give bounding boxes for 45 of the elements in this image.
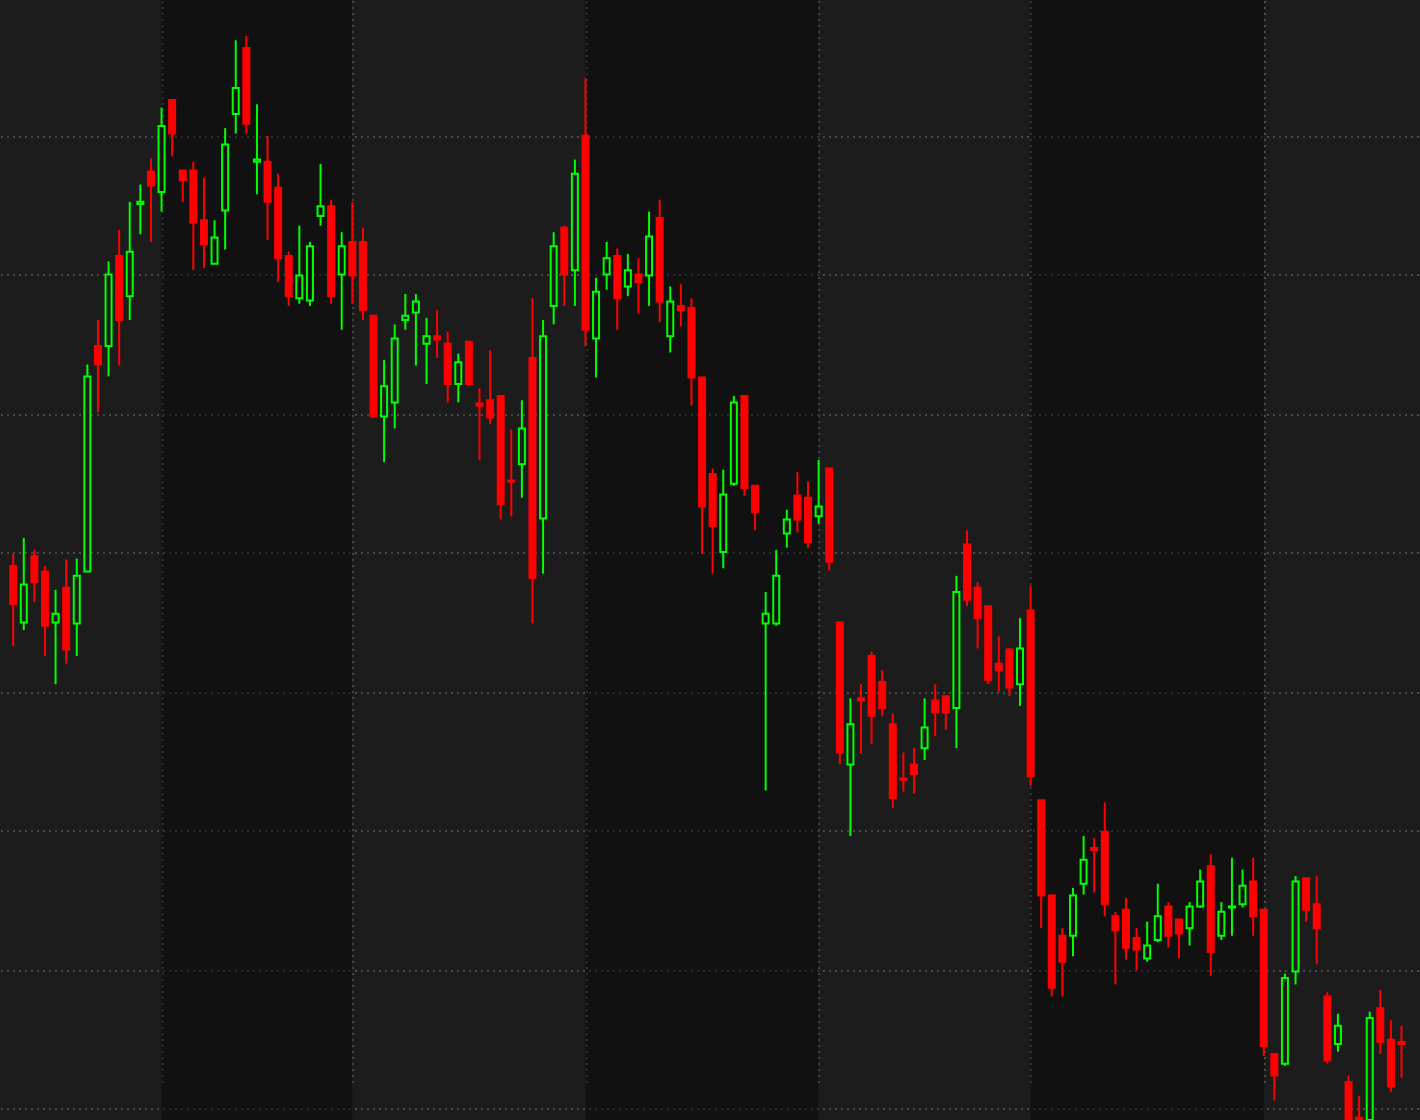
candlestick (1079, 834, 1088, 896)
candlestick (422, 316, 431, 385)
candlestick (93, 319, 102, 414)
candlestick (168, 98, 177, 158)
candlestick (464, 340, 473, 388)
candlestick (517, 399, 526, 499)
candlestick (623, 252, 632, 298)
candlestick (51, 588, 60, 686)
candlestick (9, 553, 18, 648)
candlestick (252, 103, 261, 196)
candlestick (1333, 1012, 1342, 1053)
candlestick (210, 219, 219, 265)
candlestick (1217, 901, 1226, 942)
candlestick (560, 224, 569, 307)
candlestick (411, 292, 420, 367)
candlestick (814, 458, 823, 525)
candlestick (1270, 1052, 1279, 1102)
candlestick (613, 247, 622, 331)
candlestick (1153, 882, 1162, 944)
candlestick (1143, 920, 1152, 963)
candlestick (1015, 617, 1024, 707)
candlestick (634, 257, 643, 315)
candlestick (592, 276, 601, 379)
candlestick (910, 747, 919, 795)
candlestick (337, 231, 346, 331)
candlestick (146, 157, 155, 243)
candlestick (443, 330, 452, 404)
candlestick (920, 697, 929, 762)
candlestick (645, 210, 654, 307)
candlestick (782, 508, 791, 549)
candlestick (316, 162, 325, 227)
candlestick (1227, 856, 1236, 937)
candlestick (602, 240, 611, 291)
candlestick (231, 39, 240, 135)
candlestick (666, 285, 675, 354)
candlestick (72, 557, 81, 658)
candlestick (846, 697, 855, 837)
candlestick (454, 352, 463, 404)
candlestick (125, 200, 134, 322)
candlestick (1238, 868, 1247, 909)
candlestick (19, 536, 28, 632)
candlestick (136, 183, 145, 236)
candlestick (433, 309, 442, 359)
candlestick (1068, 887, 1077, 958)
candlestick (401, 292, 410, 331)
